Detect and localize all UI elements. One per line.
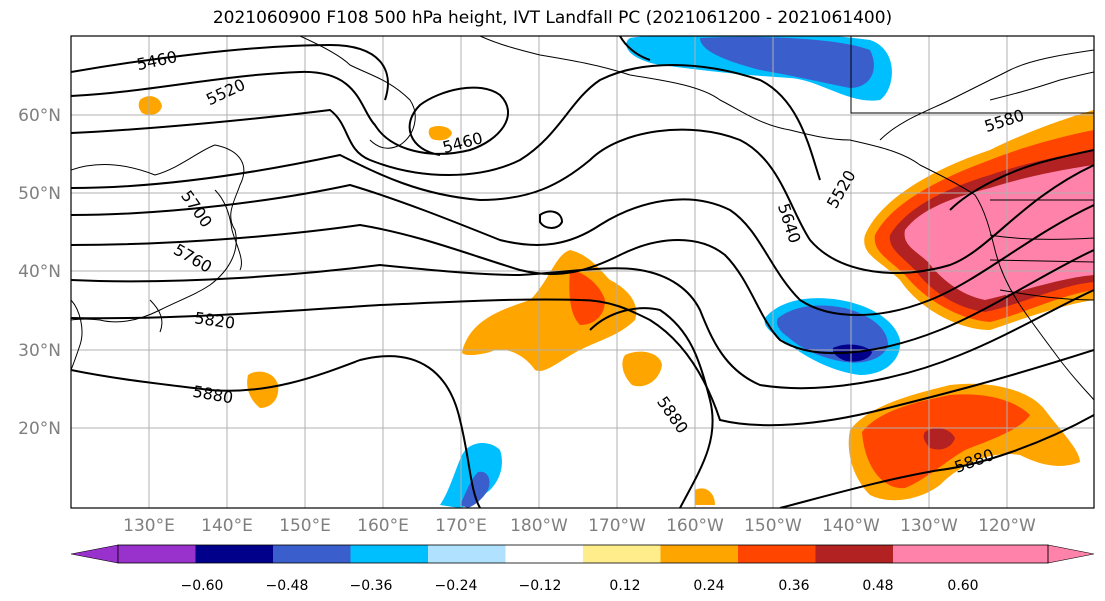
colorbar-cell	[970, 545, 1049, 563]
lon-tick-label: 120°W	[978, 516, 1036, 536]
colorbar: −0.60 −0.48 −0.36 −0.24 −0.12 0.12 0.24 …	[70, 544, 1095, 594]
lon-tick-label: 160°E	[357, 516, 409, 536]
lon-tick-label: 170°E	[435, 516, 487, 536]
lat-tick-label: 50°N	[18, 184, 61, 204]
colorbar-tick-label: −0.36	[350, 578, 393, 594]
lat-axis: 60°N 50°N 40°N 30°N 20°N	[18, 106, 61, 439]
colorbar-cell	[350, 545, 429, 563]
colorbar-tick-label: −0.24	[435, 578, 478, 594]
lon-tick-label: 130°E	[123, 516, 175, 536]
lat-tick-label: 60°N	[18, 106, 61, 126]
colorbar-cells	[70, 544, 1095, 564]
colorbar-tick-label: 0.24	[693, 578, 724, 594]
colorbar-ticks: −0.60 −0.48 −0.36 −0.24 −0.12 0.12 0.24 …	[181, 578, 979, 594]
colorbar-cell	[195, 545, 274, 563]
lon-tick-label: 150°E	[279, 516, 331, 536]
lon-tick-label: 160°W	[666, 516, 724, 536]
graticule	[71, 36, 1094, 508]
lat-tick-label: 40°N	[18, 262, 61, 282]
colorbar-tick-label: 0.60	[947, 578, 978, 594]
lon-axis: 130°E 140°E 150°E 160°E 170°E 180°W 170°…	[123, 516, 1036, 536]
lon-tick-label: 140°E	[201, 516, 253, 536]
colorbar-tick-label: 0.36	[778, 578, 809, 594]
colorbar-tick-label: −0.12	[519, 578, 562, 594]
map-plot: 5460 5520 5460 5700 5760 5820 5880 5580 …	[71, 36, 1094, 508]
colorbar-tick-label: −0.48	[266, 578, 309, 594]
lon-tick-label: 180°W	[510, 516, 568, 536]
colorbar-tick-label: 0.48	[862, 578, 893, 594]
colorbar-tick-label: 0.12	[609, 578, 640, 594]
height-contours	[71, 36, 1094, 508]
lon-tick-label: 130°W	[900, 516, 958, 536]
colorbar-cell	[660, 545, 739, 563]
colorbar-cell	[428, 545, 506, 563]
map-title: 2021060900 F108 500 hPa height, IVT Land…	[212, 8, 893, 28]
colorbar-frame	[117, 544, 1049, 564]
colorbar-cell	[893, 545, 971, 563]
lon-tick-label: 170°W	[588, 516, 646, 536]
colorbar-tick-label: −0.60	[181, 578, 224, 594]
colorbar-cell	[583, 545, 661, 563]
lon-tick-label: 140°W	[822, 516, 880, 536]
colorbar-extend-high	[1047, 544, 1095, 564]
lon-tick-label: 150°W	[744, 516, 802, 536]
colorbar-cell	[505, 545, 584, 563]
colorbar-cell	[738, 545, 816, 563]
lat-tick-label: 30°N	[18, 341, 61, 361]
map-frame	[70, 35, 1095, 509]
colorbar-cell	[118, 545, 196, 563]
coastlines	[71, 36, 1094, 401]
lat-tick-label: 20°N	[18, 419, 61, 439]
colorbar-cell	[273, 545, 351, 563]
colorbar-extend-low	[70, 544, 119, 564]
colorbar-cell	[815, 545, 894, 563]
